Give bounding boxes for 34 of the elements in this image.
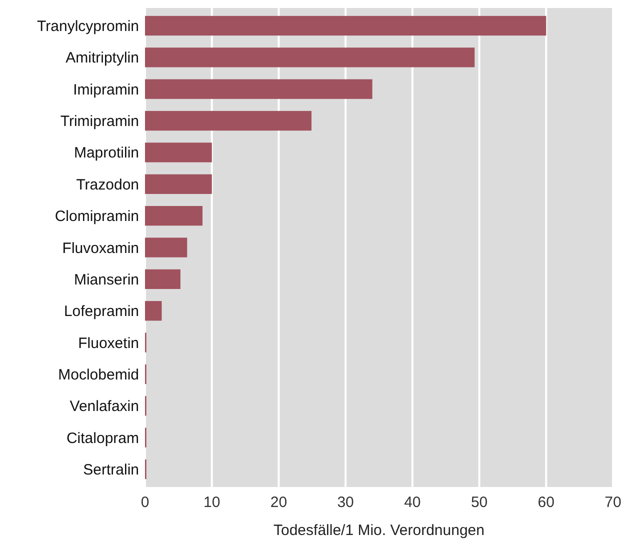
bar — [145, 79, 372, 99]
x-tick-label: 40 — [404, 494, 421, 511]
x-tick-label: 60 — [538, 494, 554, 511]
y-tick-label: Maprotilin — [74, 144, 139, 162]
y-tick-label: Fluvoxamin — [62, 240, 139, 257]
x-tick-label: 50 — [470, 494, 488, 511]
bar — [145, 174, 212, 194]
y-tick-label: Citalopram — [66, 430, 139, 447]
x-axis-title: Todesfälle/1 Mio. Verordnungen — [274, 522, 484, 539]
x-tick-label: 10 — [204, 494, 220, 511]
y-tick-label: Fluoxetin — [78, 334, 139, 352]
y-tick-label: Clomipramin — [54, 208, 139, 226]
y-tick-label: Amitriptylin — [66, 50, 139, 67]
bar — [145, 48, 475, 68]
x-tick-label: 20 — [270, 494, 288, 511]
bar — [145, 301, 162, 321]
y-tick-label: Imipramin — [73, 81, 139, 98]
y-tick-label: Trazodon — [76, 176, 139, 194]
x-tick-label: 30 — [337, 494, 354, 511]
bar — [145, 238, 188, 258]
y-tick-label: Venlafaxin — [70, 398, 139, 416]
y-tick-label: Lofepramin — [64, 303, 139, 320]
y-tick-label: Mianserin — [74, 271, 139, 288]
x-tick-label: 70 — [604, 494, 622, 511]
bar — [145, 206, 202, 226]
bar — [145, 110, 312, 131]
bar — [145, 142, 212, 162]
y-tick-label: Moclobemid — [58, 366, 139, 384]
y-tick-label: Sertralin — [83, 462, 139, 479]
bar — [145, 16, 546, 36]
y-tick-label: Trimipramin — [60, 113, 139, 130]
bar — [145, 269, 180, 289]
y-tick-label: Tranylcypromin — [37, 18, 139, 35]
x-tick-label: 0 — [140, 494, 150, 511]
